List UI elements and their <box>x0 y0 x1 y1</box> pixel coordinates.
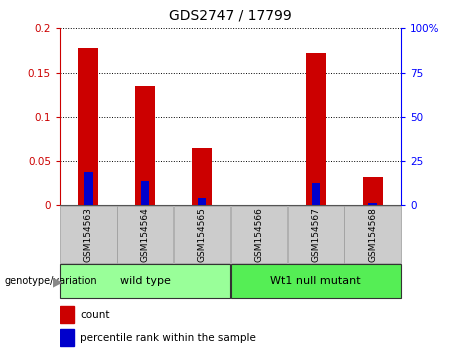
FancyBboxPatch shape <box>231 264 401 298</box>
Text: genotype/variation: genotype/variation <box>5 276 97 286</box>
FancyBboxPatch shape <box>60 206 117 263</box>
FancyBboxPatch shape <box>288 206 344 263</box>
FancyBboxPatch shape <box>231 206 287 263</box>
Bar <box>363 177 383 205</box>
Bar <box>368 202 377 205</box>
Text: GSM154567: GSM154567 <box>311 207 320 262</box>
Text: ▶: ▶ <box>53 275 62 288</box>
Text: Wt1 null mutant: Wt1 null mutant <box>271 276 361 286</box>
Bar <box>60 329 74 347</box>
Bar <box>141 181 149 205</box>
FancyBboxPatch shape <box>117 206 173 263</box>
Bar <box>60 306 74 323</box>
Text: percentile rank within the sample: percentile rank within the sample <box>80 333 256 343</box>
Bar <box>78 48 98 205</box>
FancyBboxPatch shape <box>60 264 230 298</box>
Bar <box>198 198 207 205</box>
Text: wild type: wild type <box>120 276 171 286</box>
Text: count: count <box>80 310 110 320</box>
Bar <box>192 148 212 205</box>
Text: GDS2747 / 17799: GDS2747 / 17799 <box>169 9 292 23</box>
Text: GSM154566: GSM154566 <box>254 207 263 262</box>
Text: GSM154568: GSM154568 <box>368 207 377 262</box>
Text: GSM154565: GSM154565 <box>198 207 207 262</box>
Text: GSM154564: GSM154564 <box>141 207 150 262</box>
FancyBboxPatch shape <box>344 206 401 263</box>
FancyBboxPatch shape <box>174 206 230 263</box>
Bar <box>306 53 326 205</box>
Text: GSM154563: GSM154563 <box>84 207 93 262</box>
Bar <box>84 172 93 205</box>
Bar <box>135 86 155 205</box>
Bar <box>312 183 320 205</box>
